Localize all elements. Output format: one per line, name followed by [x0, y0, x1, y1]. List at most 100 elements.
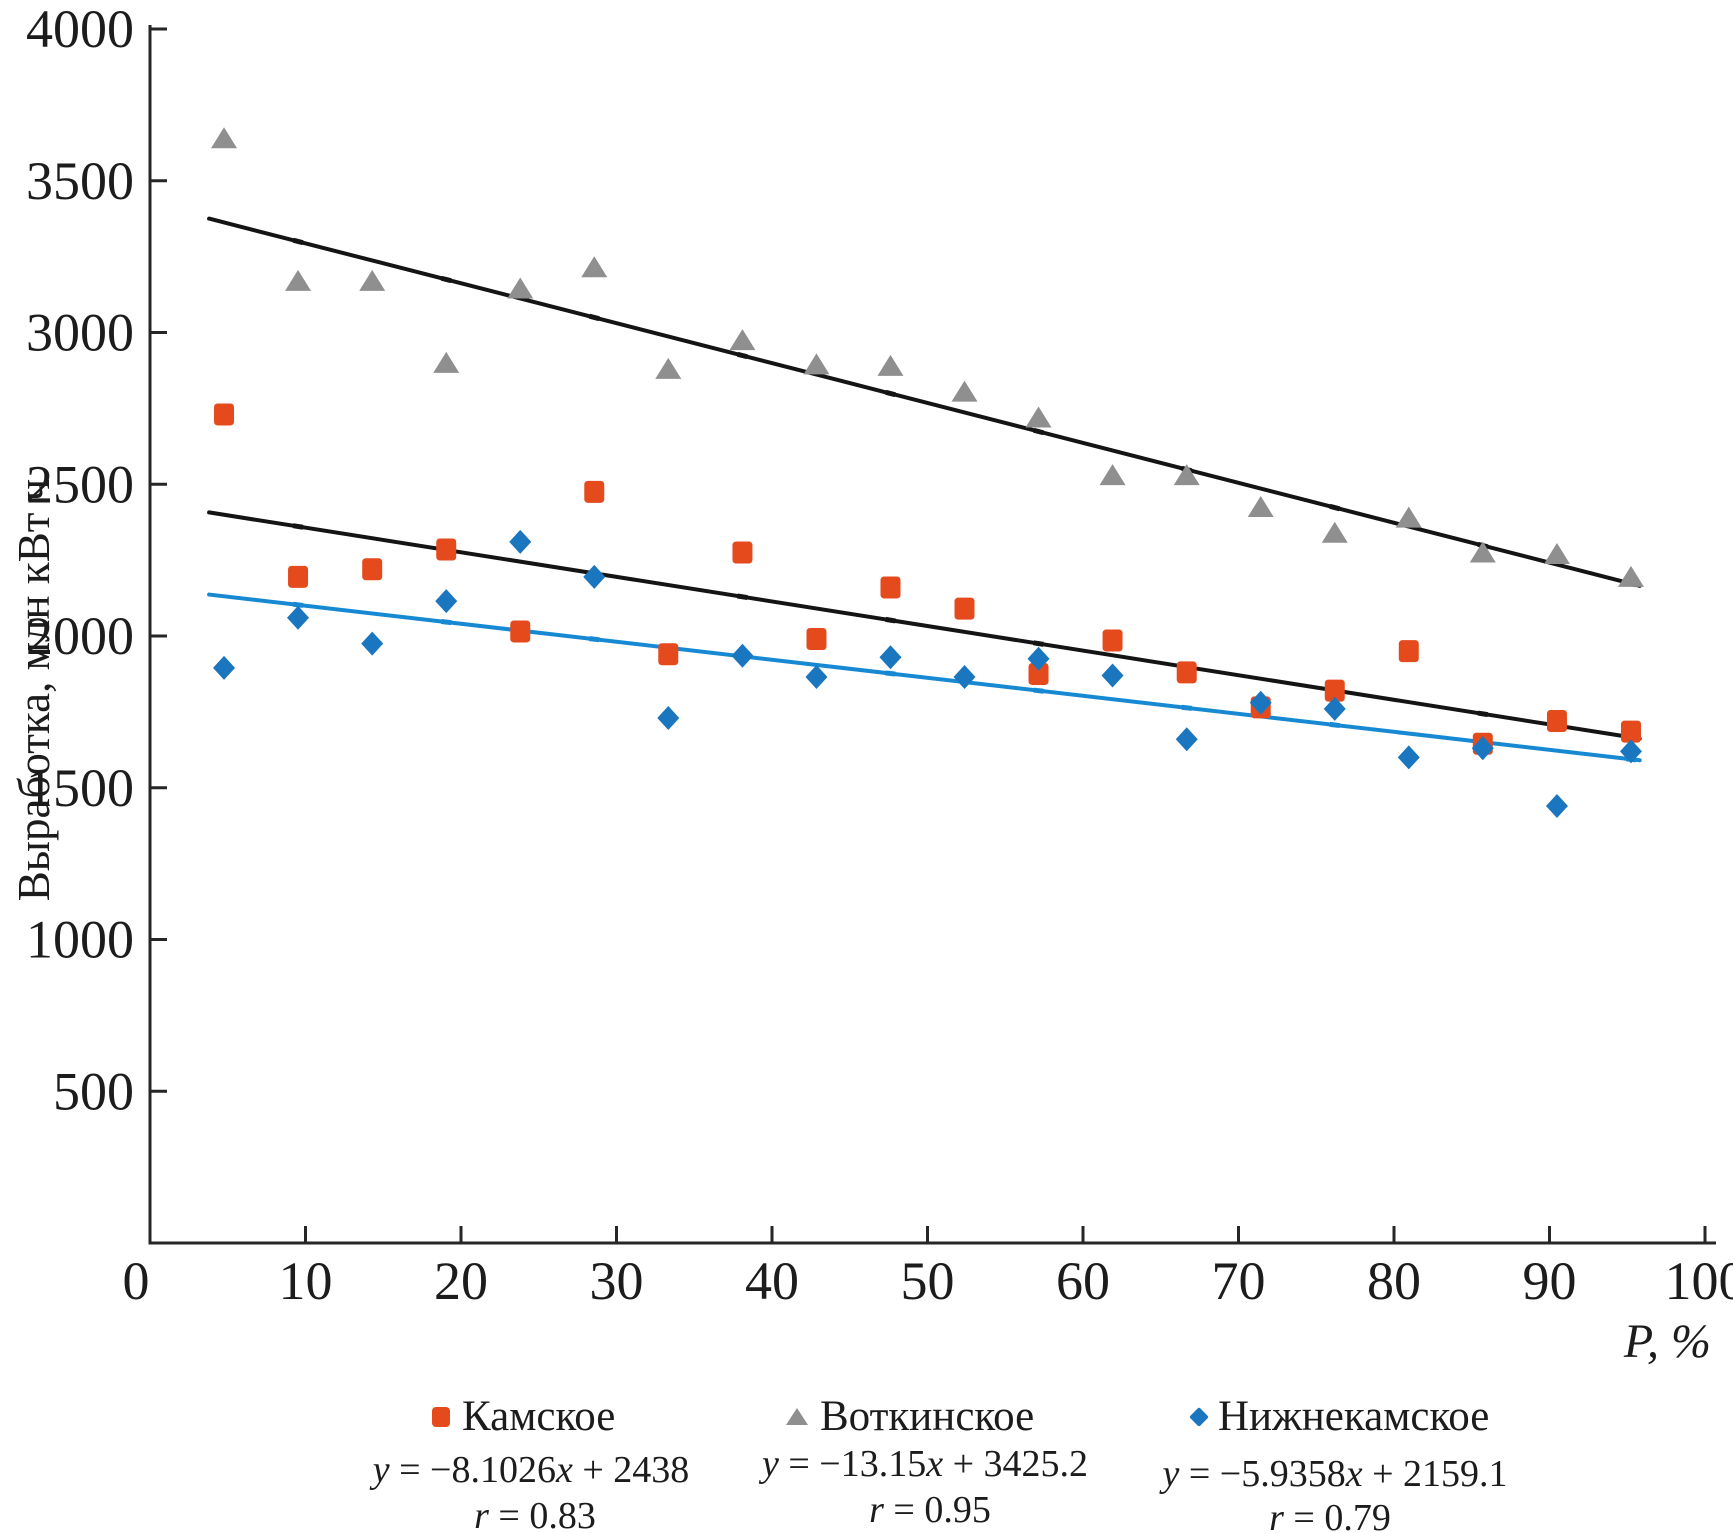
- kamskoe-point: [214, 403, 235, 426]
- votkinskoe-point: [1543, 543, 1570, 565]
- x-axis-title: P, %: [1623, 1315, 1711, 1368]
- nizhnekamskoe-point: [1471, 736, 1494, 761]
- x-tick-label: 0: [123, 1251, 150, 1311]
- nizhnekamskoe-point: [361, 631, 384, 656]
- votkinskoe-point: [285, 269, 312, 291]
- nizhnekamskoe-point: [1175, 727, 1198, 752]
- votkinskoe-trend-notch: [1033, 427, 1044, 436]
- nizhnekamskoe-point: [509, 529, 532, 554]
- kamskoe-point: [806, 628, 827, 651]
- votkinskoe-point: [1099, 464, 1126, 486]
- kamskoe-point: [732, 541, 753, 564]
- r-value-votkinskoe: r = 0.95: [869, 1489, 991, 1531]
- kamskoe-point: [658, 643, 679, 666]
- nizhnekamskoe-trend-notch: [1033, 687, 1044, 694]
- nizhnekamskoe-point: [879, 645, 902, 670]
- x-tick-label: 90: [1523, 1251, 1577, 1311]
- votkinskoe-point: [1469, 541, 1496, 563]
- nizhnekamskoe-point: [435, 589, 458, 614]
- kamskoe-point: [1620, 720, 1641, 743]
- votkinskoe-point: [803, 353, 830, 375]
- y-tick-label: 4000: [26, 0, 134, 59]
- votkinskoe-point: [1247, 496, 1274, 518]
- x-tick-label: 100: [1665, 1251, 1733, 1311]
- r-value-kamskoe: r = 0.83: [474, 1495, 596, 1533]
- votkinskoe-point: [211, 127, 238, 149]
- kamskoe-point: [1324, 679, 1345, 702]
- votkinskoe-point: [1025, 406, 1052, 428]
- y-tick-label: 2000: [26, 606, 134, 666]
- diamond-marker-icon: [1189, 1406, 1209, 1427]
- r-value-nizhnekamskoe: r = 0.79: [1269, 1497, 1391, 1533]
- nizhnekamskoe-point: [583, 564, 606, 589]
- kamskoe-point: [954, 597, 975, 620]
- equation-nizhnekamskoe: y = −5.9358x + 2159.1: [1162, 1453, 1508, 1495]
- nizhnekamskoe-point: [1101, 663, 1124, 688]
- votkinskoe-point: [433, 351, 460, 373]
- votkinskoe-trend-notch: [736, 351, 748, 360]
- nizhnekamskoe-trend-notch: [885, 670, 896, 677]
- y-tick-label: 3000: [26, 303, 134, 363]
- kamskoe-point: [362, 558, 383, 581]
- votkinskoe-point: [877, 354, 904, 376]
- legend-label: Нижнекамское: [1218, 1393, 1490, 1440]
- equation-votkinskoe: y = −13.15x + 3425.2: [761, 1443, 1089, 1485]
- nizhnekamskoe-point: [805, 664, 828, 689]
- votkinskoe-trend-notch: [440, 275, 452, 284]
- square-marker-icon: [432, 1406, 450, 1427]
- nizhnekamskoe-point: [1249, 690, 1272, 715]
- kamskoe-trend-notch: [885, 616, 896, 624]
- votkinskoe-point: [655, 357, 682, 379]
- nizhnekamskoe-trend-notch: [1181, 704, 1192, 711]
- y-tick-label: 3500: [26, 151, 134, 211]
- x-tick-label: 50: [901, 1251, 955, 1311]
- x-tick-label: 80: [1367, 1251, 1421, 1311]
- votkinskoe-trend-notch: [1329, 503, 1341, 512]
- y-tick-label: 1500: [26, 758, 134, 818]
- nizhnekamskoe-point: [657, 705, 680, 730]
- kamskoe-trend-notch: [292, 523, 304, 530]
- votkinskoe-point: [507, 277, 534, 299]
- x-tick-label: 60: [1056, 1251, 1110, 1311]
- legend-item-kamskoe: Камское: [432, 1392, 615, 1441]
- y-tick-label: 2500: [26, 454, 134, 514]
- nizhnekamskoe-trend-notch: [292, 601, 304, 608]
- kamskoe-trend-notch: [1477, 710, 1489, 718]
- kamskoe-point: [1028, 662, 1049, 685]
- votkinskoe-trend-line: [207, 216, 1642, 588]
- kamskoe-point: [1546, 709, 1567, 732]
- nizhnekamskoe-point: [953, 664, 976, 689]
- kamskoe-trend-notch: [1033, 640, 1044, 647]
- votkinskoe-point: [1395, 506, 1422, 528]
- nizhnekamskoe-point: [1619, 739, 1642, 764]
- votkinskoe-trend-notch: [885, 389, 896, 398]
- nizhnekamskoe-point: [1027, 646, 1050, 671]
- y-tick-label: 1000: [26, 910, 134, 970]
- kamskoe-point: [288, 565, 309, 588]
- kamskoe-point: [880, 576, 901, 599]
- x-tick-label: 30: [590, 1251, 644, 1311]
- x-tick-label: 10: [279, 1251, 333, 1311]
- kamskoe-point: [436, 538, 457, 561]
- nizhnekamskoe-trend-notch: [589, 636, 600, 643]
- votkinskoe-point: [1617, 565, 1644, 587]
- votkinskoe-point: [1321, 521, 1348, 543]
- kamskoe-point: [1102, 629, 1123, 652]
- nizhnekamskoe-point: [1397, 745, 1420, 770]
- nizhnekamskoe-trend-notch: [440, 618, 452, 626]
- kamskoe-point: [584, 480, 605, 503]
- legend-label: Камское: [462, 1393, 616, 1440]
- votkinskoe-trend-notch: [588, 313, 600, 322]
- nizhnekamskoe-point: [1323, 696, 1346, 721]
- legend-label: Воткинское: [820, 1393, 1035, 1440]
- y-tick-label: 500: [53, 1061, 134, 1121]
- kamskoe-point: [1176, 661, 1197, 684]
- votkinskoe-point: [951, 380, 978, 402]
- kamskoe-point: [1398, 640, 1419, 663]
- votkinskoe-point: [359, 269, 386, 291]
- legend-item-votkinskoe: Воткинское: [786, 1392, 1034, 1441]
- votkinskoe-trend-notch: [292, 237, 304, 246]
- x-tick-label: 40: [745, 1251, 799, 1311]
